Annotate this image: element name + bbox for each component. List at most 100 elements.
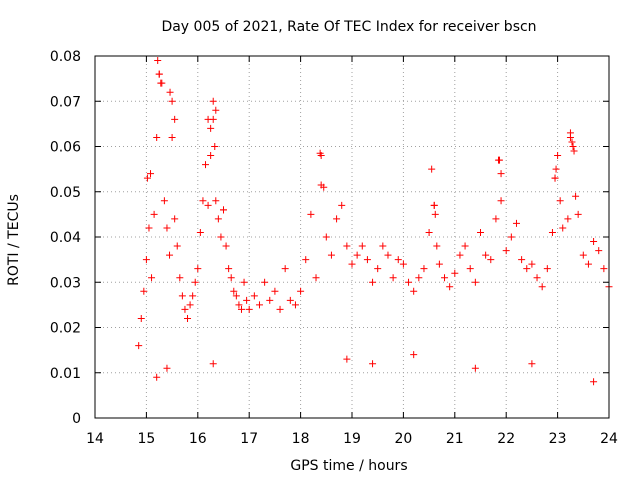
- y-tick-labels: 0 0.01 0.02 0.03 0.04 0.05 0.06 0.07 0.08: [50, 49, 81, 427]
- data-point: [590, 238, 598, 246]
- data-point: [209, 97, 217, 105]
- data-point: [358, 242, 366, 250]
- data-point: [353, 251, 361, 259]
- data-point: [338, 201, 346, 209]
- y-axis-label: ROTI / TECUs: [6, 194, 22, 286]
- data-point: [410, 351, 418, 359]
- data-point: [189, 292, 197, 300]
- data-point: [168, 97, 176, 105]
- data-point: [307, 210, 315, 218]
- data-point: [196, 228, 204, 236]
- data-point: [235, 301, 243, 309]
- data-point: [487, 256, 495, 264]
- data-point: [441, 274, 449, 282]
- data-point: [579, 251, 587, 259]
- x-tick-label: 24: [600, 431, 618, 447]
- data-point: [569, 143, 577, 150]
- data-point: [405, 278, 413, 286]
- data-point: [428, 165, 436, 173]
- data-point: [166, 88, 174, 96]
- data-point: [431, 210, 439, 218]
- data-point: [497, 197, 505, 205]
- data-point: [317, 181, 325, 189]
- data-point: [171, 215, 179, 223]
- data-point: [147, 170, 155, 178]
- data-point: [477, 228, 484, 236]
- data-point: [552, 165, 560, 173]
- data-point: [271, 287, 279, 295]
- data-point: [137, 314, 145, 322]
- data-point: [369, 360, 377, 368]
- data-point: [559, 224, 567, 232]
- data-point: [543, 265, 551, 273]
- data-point: [181, 305, 189, 313]
- data-point: [214, 215, 222, 223]
- data-point: [435, 260, 443, 268]
- data-point: [574, 210, 582, 218]
- data-point: [554, 152, 562, 160]
- data-point: [291, 301, 299, 309]
- x-tick-label: 14: [86, 431, 104, 447]
- y-tick-label: 0.04: [50, 230, 81, 246]
- data-point: [194, 265, 202, 273]
- y-tick-label: 0.01: [50, 366, 81, 382]
- data-point: [343, 242, 351, 250]
- x-tick-labels: 14 15 16 17 18 19 20 21 22 23 24: [86, 431, 618, 447]
- data-point: [142, 256, 150, 264]
- x-tick-label: 19: [343, 431, 361, 447]
- data-point: [389, 274, 397, 282]
- data-point: [217, 233, 225, 241]
- data-point: [157, 79, 165, 87]
- data-point: [230, 287, 238, 295]
- data-point: [312, 274, 320, 282]
- data-point: [466, 265, 474, 273]
- data-point: [266, 296, 274, 304]
- data-point: [297, 287, 305, 295]
- chart-title: Day 005 of 2021, Rate Of TEC Index for r…: [161, 19, 536, 35]
- data-point: [348, 260, 356, 268]
- data-point: [394, 256, 402, 264]
- data-point: [471, 278, 479, 286]
- data-point: [276, 305, 284, 313]
- data-point: [566, 129, 574, 137]
- data-point: [533, 274, 541, 282]
- data-point: [461, 242, 469, 250]
- data-point: [497, 170, 505, 178]
- data-point: [237, 305, 245, 313]
- data-point: [369, 278, 377, 286]
- data-point: [150, 210, 158, 218]
- data-point: [584, 260, 592, 268]
- data-point: [209, 360, 217, 368]
- data-point: [143, 174, 151, 182]
- x-tick-label: 23: [549, 431, 567, 447]
- data-point: [153, 373, 161, 381]
- data-point: [528, 260, 536, 268]
- data-point: [595, 247, 603, 255]
- data-point: [600, 265, 608, 273]
- data-point: [316, 149, 324, 157]
- y-tick-label: 0.03: [50, 275, 81, 291]
- data-point: [148, 274, 156, 282]
- data-point: [564, 215, 572, 223]
- data-point: [420, 265, 428, 273]
- data-point: [184, 314, 192, 322]
- data-point: [140, 287, 148, 295]
- data-point: [178, 292, 186, 300]
- y-tick-label: 0.02: [50, 321, 81, 337]
- data-point: [430, 201, 438, 209]
- y-tick-label: 0.05: [50, 185, 81, 201]
- data-point: [176, 274, 184, 282]
- data-point: [433, 242, 441, 250]
- data-point: [548, 228, 556, 236]
- data-point: [492, 215, 500, 223]
- data-point: [186, 301, 194, 309]
- data-point: [227, 274, 235, 282]
- data-point: [222, 242, 230, 250]
- data-point: [250, 292, 258, 300]
- x-tick-label: 20: [394, 431, 412, 447]
- x-tick-label: 21: [446, 431, 464, 447]
- data-point: [243, 296, 251, 304]
- grid-lines: [95, 56, 609, 418]
- data-point: [572, 192, 580, 200]
